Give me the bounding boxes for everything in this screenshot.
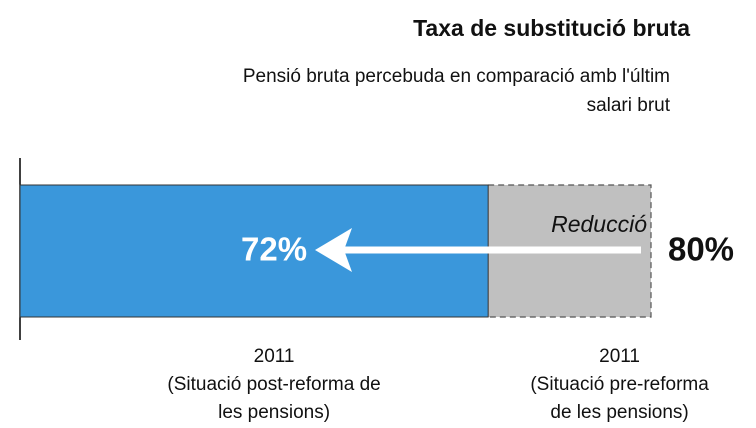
category-label: 2011 (Situació post-reforma de les pensi… xyxy=(167,346,381,423)
bar-outline xyxy=(488,184,652,318)
category-label: 2011 (Situació pre-reforma de les pensio… xyxy=(530,346,709,423)
chart-title: Taxa de substitució bruta xyxy=(413,15,690,41)
value-label: 80% xyxy=(668,231,734,268)
arrow-head xyxy=(315,228,352,272)
chart-subtitle: Pensió bruta percebuda en comparació amb… xyxy=(242,66,670,116)
annotation: Reducció xyxy=(551,211,647,237)
value-label: 72% xyxy=(241,231,307,268)
